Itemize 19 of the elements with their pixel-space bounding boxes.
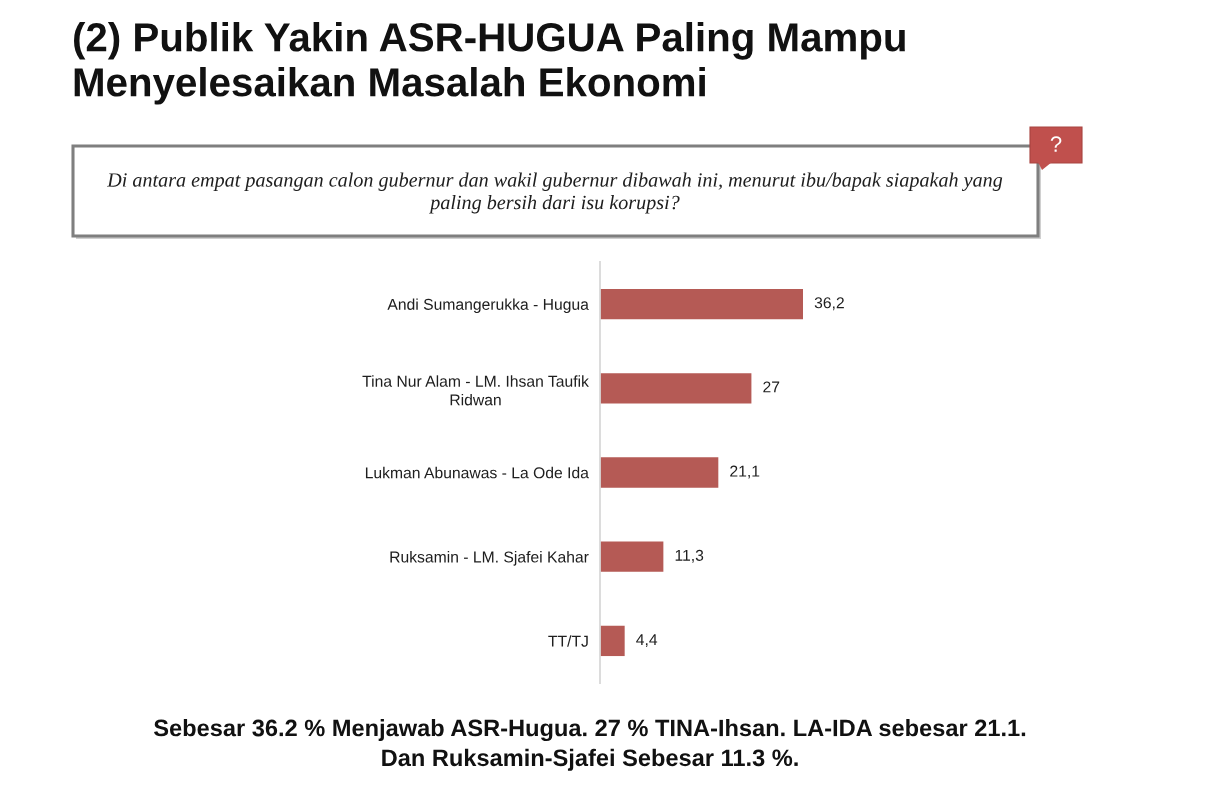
text: Sebesar 36.2 % Menjawab ASR-Hugua. 27 % TINA-Ihsan. LA-IDA sebesar 21.1. Dan Ruksamin-Sjafei Sebesar 11.3 %.: [153, 719, 1026, 771]
y-tick-label: Tina Nur Alam - LM. Ihsan Taufik Ridwan: [362, 375, 589, 406]
data-label: 4,4: [636, 634, 658, 647]
data-label: 11,3: [675, 549, 704, 563]
data-label: 36,2: [814, 297, 844, 311]
text: ?: [1050, 136, 1062, 152]
chart-subtitle: Di antara empat pasangan calon gubernur dan wakil gubernur dibawah ini, menurut ibu/bapak siapakah yang paling bersih dari isu korupsi?: [106, 172, 1003, 214]
bar: [600, 373, 752, 404]
y-tick-label: Lukman Abunawas - La Ode Ida: [365, 466, 589, 479]
data-label: 27: [763, 381, 780, 393]
chart-title: (2) Publik Yakin ASR-HUGUA Paling Mampu Menyelesaikan Masalah Ekonomi: [74, 22, 905, 105]
bar: [600, 457, 719, 488]
y-tick-label: Ruksamin - LM. Sjafei Kahar: [390, 551, 589, 566]
y-tick-label: TT/TJ: [548, 635, 588, 647]
y-tick-label: Andi Sumangerukka - Hugua: [387, 298, 589, 314]
data-label: 21,1: [730, 465, 760, 479]
bar: [600, 541, 664, 572]
bar: [600, 625, 625, 657]
bar: [600, 288, 803, 320]
